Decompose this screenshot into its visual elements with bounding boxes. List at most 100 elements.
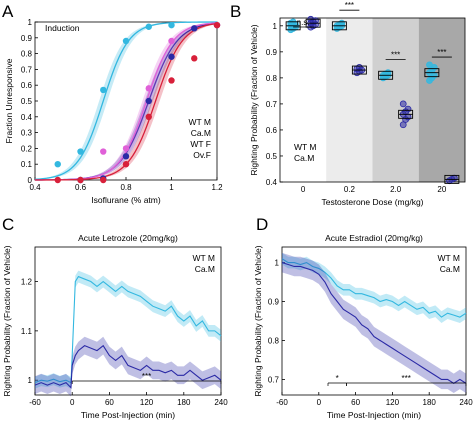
panel-letter-b: B xyxy=(230,2,241,21)
x-tick-label: 180 xyxy=(177,398,191,407)
data-point xyxy=(191,55,198,62)
y-tick-label: 0.4 xyxy=(266,178,278,187)
data-point xyxy=(168,53,175,60)
y-tick-label: 1 xyxy=(273,22,278,31)
significance-label: * xyxy=(336,374,339,383)
y-tick-label: 0.7 xyxy=(268,375,280,384)
y-tick-label: 0.4 xyxy=(21,113,33,122)
chart-title: Acute Estradiol (20mg/kg) xyxy=(325,233,423,243)
x-tick-label: 20 xyxy=(437,185,446,194)
data-point xyxy=(54,176,61,184)
y-tick-label: 0.2 xyxy=(21,144,33,153)
x-tick-label: 120 xyxy=(140,398,154,407)
x-tick-label: 240 xyxy=(214,398,228,407)
data-point xyxy=(426,61,433,69)
y-tick-label: 0.5 xyxy=(21,97,33,106)
significance-label: *** xyxy=(437,48,446,57)
significance-label: *** xyxy=(142,372,151,381)
data-point xyxy=(100,86,107,94)
x-tick-label: 120 xyxy=(386,398,400,407)
series-line-wtm xyxy=(281,258,467,318)
x-tick-label: 0 xyxy=(317,398,322,407)
fit-curve-wtm xyxy=(34,21,218,180)
panel-letter-a: A xyxy=(2,2,14,21)
y-tick-label: 0.7 xyxy=(266,100,278,109)
data-point xyxy=(100,148,107,155)
legend-entry: WT M xyxy=(188,117,211,127)
dose-shade xyxy=(326,18,373,182)
y-tick-label: 1.2 xyxy=(21,278,33,287)
legend-entry: WT M xyxy=(437,253,460,263)
chart-title: Acute Letrozole (20mg/kg) xyxy=(78,233,178,243)
plot-frame xyxy=(279,17,466,183)
significance-label: *** xyxy=(402,374,411,383)
y-tick-label: 0.8 xyxy=(268,336,280,345)
chart-panel-d: -60 0 60 120 180 240 0.7 0.8 0.9 1 Acute Estradiol… xyxy=(253,233,473,420)
x-tick-label: -60 xyxy=(276,398,288,407)
x-tick-label: 2.0 xyxy=(390,185,402,194)
panel-letter-d: D xyxy=(256,215,268,234)
chart-panel-c: -60 0 60 120 180 240 1 1.1 1.2 Acute Letrozole (2… xyxy=(2,233,228,420)
y-tick-label: 0.8 xyxy=(266,74,278,83)
plot-frame xyxy=(34,246,222,396)
chart-title: Induction xyxy=(45,23,80,33)
data-point xyxy=(213,21,221,29)
legend-entry: WT F xyxy=(190,139,211,149)
dose-shade xyxy=(372,18,419,182)
data-point xyxy=(145,97,152,105)
data-point xyxy=(122,161,130,168)
x-axis-label: Testosterone Dose (mg/kg) xyxy=(321,197,423,207)
plot-frame xyxy=(281,246,467,396)
error-band-wtm xyxy=(282,252,466,323)
y-tick-label: 0.9 xyxy=(266,48,278,57)
y-axis-label: Righting Probability (Fraction of Vehicl… xyxy=(249,24,259,175)
x-tick-label: 180 xyxy=(423,398,437,407)
data-point xyxy=(145,23,152,30)
legend-entry: WT M xyxy=(294,142,317,152)
y-tick-label: 0.7 xyxy=(21,65,33,74)
fit-band-ovf xyxy=(35,23,217,180)
y-tick-label: 1 xyxy=(28,376,33,385)
data-point xyxy=(168,21,175,29)
y-tick-label: 0.8 xyxy=(21,50,33,59)
y-tick-label: 1 xyxy=(28,18,33,27)
x-tick-label: 0.4 xyxy=(29,183,41,192)
data-point xyxy=(54,161,61,168)
data-point xyxy=(355,64,363,71)
data-point xyxy=(168,37,175,45)
y-axis-label: Righting Probability (Fraction of Vehicl… xyxy=(253,245,263,396)
data-point xyxy=(450,174,458,182)
data-point xyxy=(399,100,407,108)
y-tick-label: 0.3 xyxy=(21,129,33,138)
legend-entry: Ca.M xyxy=(191,128,211,138)
y-axis-label: Righting Probability (Fraction of Vehicl… xyxy=(2,245,12,396)
data-point xyxy=(77,148,84,155)
chart-panel-a: 0.4 0.6 0.8 1 1.2 0 0.1 0.2 0.3 0.4 0.5 0.6 0.7 0.8 0.… xyxy=(4,18,223,205)
error-band-wtm xyxy=(35,270,221,389)
x-tick-label: 0.8 xyxy=(120,183,132,192)
x-tick-label: 1 xyxy=(169,183,174,192)
legend-entry: Ca.M xyxy=(195,264,215,274)
series-line-wtm xyxy=(34,275,222,384)
data-point xyxy=(191,25,198,32)
panel-letter-c: C xyxy=(2,215,14,234)
y-tick-label: 1 xyxy=(275,259,280,268)
y-tick-label: 0 xyxy=(28,176,33,185)
x-tick-label: -60 xyxy=(29,398,41,407)
legend-entry: Ov.F xyxy=(193,150,211,160)
x-tick-label: 1.2 xyxy=(211,183,223,192)
x-tick-label: 60 xyxy=(351,398,360,407)
error-band-cam xyxy=(282,252,466,394)
y-tick-label: 1.1 xyxy=(21,327,33,336)
x-tick-label: 0.6 xyxy=(75,183,87,192)
legend-entry: WT M xyxy=(192,253,215,263)
data-point xyxy=(145,85,152,92)
data-point xyxy=(122,145,130,152)
data-point xyxy=(122,153,130,160)
x-tick-label: 60 xyxy=(105,398,114,407)
legend-entry: Ca.M xyxy=(294,153,314,163)
x-tick-label: 240 xyxy=(459,398,473,407)
x-tick-label: 0.2 xyxy=(344,185,356,194)
data-point xyxy=(404,105,412,113)
